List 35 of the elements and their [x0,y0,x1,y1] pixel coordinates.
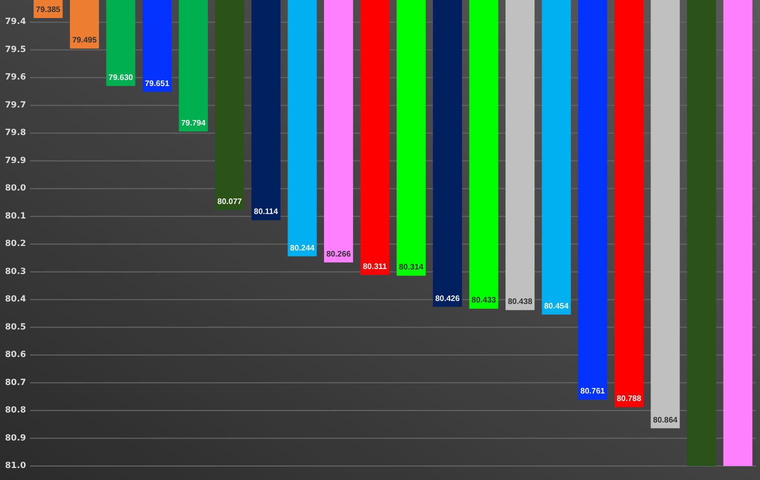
data-label: 80.311 [362,262,388,271]
y-tick-label: 80.1 [5,211,26,222]
data-label: 80.438 [508,297,533,306]
y-tick-label: 79.5 [5,44,26,55]
y-tick-label: 80.0 [5,184,26,194]
data-label: 79.651 [144,78,170,88]
data-label: 80.426 [435,294,460,303]
y-tick-label: 79.9 [5,156,26,166]
data-label: 79.385 [36,5,61,14]
y-tick-label: 80.8 [5,406,26,416]
y-tick-label: 80.6 [5,350,26,360]
y-tick-label: 79.6 [5,72,26,83]
data-label: 80.433 [472,296,497,305]
data-label: 80.761 [580,386,606,396]
data-label: 80.244 [290,243,316,252]
y-tick-label: 80.2 [5,239,26,250]
data-label: 79.495 [72,36,98,45]
y-tick-label: 79.4 [5,17,26,28]
data-label: 79.794 [181,118,206,128]
y-tick-label: 81.0 [5,461,26,471]
y-tick-label: 80.9 [5,433,26,444]
data-label: 80.864 [653,415,678,424]
y-tick-label: 80.7 [5,378,26,388]
data-label: 79.630 [108,72,134,82]
y-tick-label: 80.4 [5,294,26,305]
data-label: 80.077 [217,196,242,206]
data-label: 80.114 [254,207,279,216]
y-tick-label: 79.8 [5,128,26,138]
data-label: 80.454 [544,302,570,311]
y-tick-label: 80.5 [5,322,26,332]
y-tick-label: 80.3 [5,266,26,277]
data-label: 80.314 [398,262,424,272]
data-label: 80.266 [326,249,352,258]
data-label: 80.788 [616,394,642,404]
y-tick-label: 79.7 [5,100,26,110]
